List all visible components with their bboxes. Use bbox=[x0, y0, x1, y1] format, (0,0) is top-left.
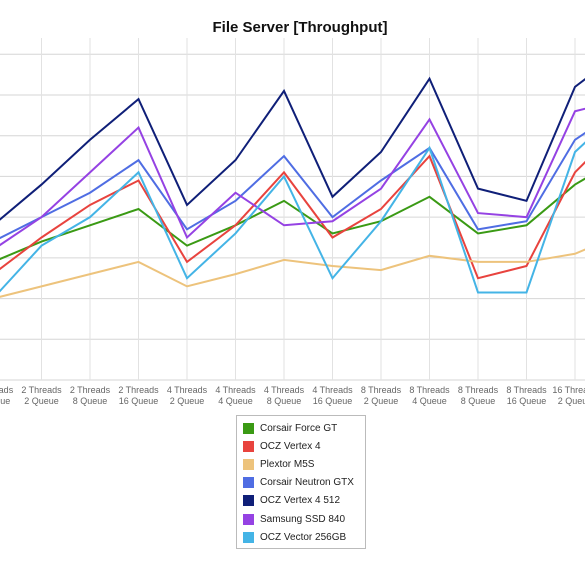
x-tick-label: 8 Threads 16 Queue bbox=[506, 385, 547, 406]
legend-label: Corsair Force GT bbox=[260, 422, 338, 434]
x-tick-label: 4 Threads 16 Queue bbox=[312, 385, 353, 406]
legend-label: Corsair Neutron GTX bbox=[260, 477, 354, 489]
legend-label: Plextor M5S bbox=[260, 458, 315, 470]
legend-item: OCZ Vertex 4 512 bbox=[237, 492, 365, 510]
x-tick-label: 8 Threads 2 Queue bbox=[361, 385, 402, 406]
legend-label: OCZ Vertex 4 bbox=[260, 440, 321, 452]
x-tick-label: 2 Threads 2 Queue bbox=[21, 385, 62, 406]
legend-swatch bbox=[243, 458, 254, 470]
x-tick-label: 8 Threads 8 Queue bbox=[458, 385, 499, 406]
legend-label: OCZ Vertex 4 512 bbox=[260, 495, 341, 507]
legend-swatch bbox=[243, 440, 254, 452]
x-tick-label: 4 Threads 8 Queue bbox=[264, 385, 305, 406]
series-line-ocz-vertex-4-512 bbox=[0, 76, 585, 221]
series-line-ocz-vertex-4 bbox=[0, 154, 585, 280]
series-line-ocz-vector-256gb bbox=[0, 141, 585, 294]
legend-item: Corsair Neutron GTX bbox=[237, 474, 365, 492]
chart-title: File Server [Throughput] bbox=[212, 19, 388, 36]
legend-item: Samsung SSD 840 bbox=[237, 510, 365, 528]
legend-swatch bbox=[243, 495, 254, 507]
series-line-plextor-m5s bbox=[0, 248, 585, 298]
x-tick-label: 2 Threads 16 Queue bbox=[118, 385, 159, 406]
legend-swatch bbox=[243, 531, 254, 543]
x-tick-label: 4 Threads 4 Queue bbox=[215, 385, 256, 406]
series-line-corsair-neutron-gtx bbox=[0, 131, 585, 240]
legend-item: OCZ Vertex 4 bbox=[237, 437, 365, 455]
x-tick-label: 2 Threads 8 Queue bbox=[70, 385, 111, 406]
legend-swatch bbox=[243, 513, 254, 525]
series-line-corsair-force-gt bbox=[0, 177, 585, 261]
x-tick-label: 4 Threads 2 Queue bbox=[167, 385, 208, 406]
vertical-gridlines bbox=[41, 38, 576, 380]
legend-label: OCZ Vector 256GB bbox=[260, 531, 347, 543]
x-tick-label: 8 Threads 4 Queue bbox=[409, 385, 450, 406]
legend: Corsair Force GT OCZ Vertex 4 Plextor M5S C… bbox=[236, 415, 366, 550]
legend-item: OCZ Vector 256GB bbox=[237, 528, 365, 546]
legend-label: Samsung SSD 840 bbox=[260, 513, 346, 525]
legend-swatch bbox=[243, 422, 254, 434]
legend-item: Plextor M5S bbox=[237, 455, 365, 473]
series-line-samsung-ssd-840 bbox=[0, 107, 585, 247]
horizontal-gridlines bbox=[0, 53, 585, 381]
legend-swatch bbox=[243, 477, 254, 489]
legend-item: Corsair Force GT bbox=[237, 419, 365, 437]
